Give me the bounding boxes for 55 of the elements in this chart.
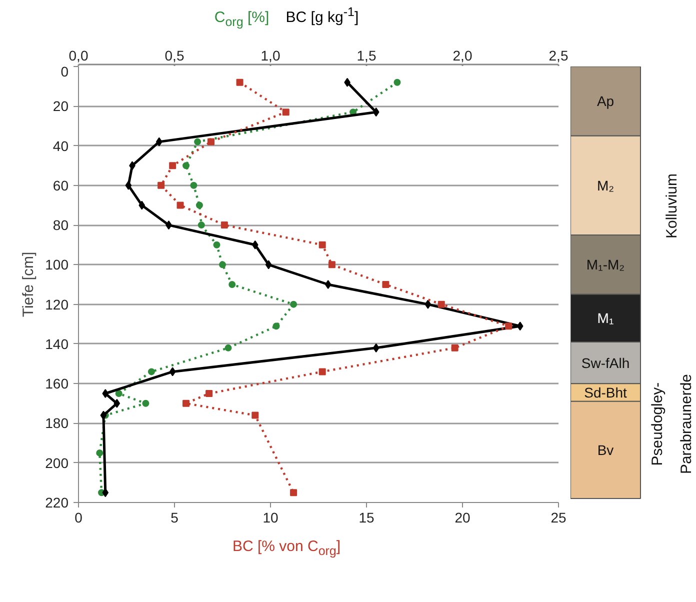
x-tick-label: 20 xyxy=(454,510,470,526)
point xyxy=(236,78,244,86)
series-label: Sw-fAlh xyxy=(581,354,630,371)
y-tick-label: 120 xyxy=(45,296,69,312)
point xyxy=(182,400,190,407)
point xyxy=(169,162,176,170)
y-tick-label: 0 xyxy=(60,64,69,80)
x2-tick-label: 2,5 xyxy=(548,48,568,64)
x2-tick-label: 0,5 xyxy=(164,48,184,64)
point xyxy=(451,344,458,352)
series-label: Bv xyxy=(597,442,614,458)
x2-tick-label: 1,5 xyxy=(356,48,376,64)
text: Pseudogley- Parabraunerde xyxy=(648,374,696,474)
series-label: Sd-Bht xyxy=(584,384,628,401)
x-tick-label: 15 xyxy=(358,510,374,526)
y-tick-label: 160 xyxy=(45,376,69,392)
point xyxy=(252,412,259,419)
x2-tick-label: 0,0 xyxy=(68,48,88,64)
point xyxy=(207,138,214,146)
point xyxy=(220,222,228,229)
y-tick-label: 100 xyxy=(45,256,69,273)
y-tick-label: 180 xyxy=(45,415,69,432)
point xyxy=(382,281,390,288)
text: BC [% von C$_{org}$] xyxy=(232,538,341,558)
point xyxy=(505,322,512,330)
series-label: M₂ xyxy=(596,177,614,194)
x-tick-label: 10 xyxy=(262,510,278,526)
point xyxy=(290,489,298,496)
y-tick-label: 140 xyxy=(45,336,69,352)
text: C$_{org}$ [%] xyxy=(214,9,270,29)
x2-tick-label: 1,0 xyxy=(260,48,280,64)
y-tick-label: 200 xyxy=(45,454,69,471)
point xyxy=(328,261,336,268)
text: BC [g kg$^{-1}$] xyxy=(286,5,359,26)
y-tick-label: 20 xyxy=(52,98,69,114)
y-tick-label: 60 xyxy=(52,177,69,194)
x-tick-label: 5 xyxy=(170,510,179,526)
series-label: M₁ xyxy=(597,310,614,326)
series-label: Ap xyxy=(596,93,614,110)
point xyxy=(176,202,184,209)
point xyxy=(438,300,445,308)
point xyxy=(318,368,326,376)
y-axis-title: Tiefe [cm] xyxy=(20,252,38,318)
x2-tick-label: 2,0 xyxy=(452,48,472,64)
x-tick-label: 0 xyxy=(74,510,83,526)
y-tick-label: 80 xyxy=(52,217,69,234)
y-tick-label: 40 xyxy=(52,138,69,154)
point xyxy=(282,108,290,116)
x-tick-label: 25 xyxy=(550,510,566,526)
y-tick-label: 220 xyxy=(45,494,69,510)
point xyxy=(158,182,165,189)
point xyxy=(206,390,213,397)
text: Kolluvium xyxy=(664,174,680,239)
point xyxy=(318,241,326,248)
series-label: M₁-M₂ xyxy=(586,256,625,273)
